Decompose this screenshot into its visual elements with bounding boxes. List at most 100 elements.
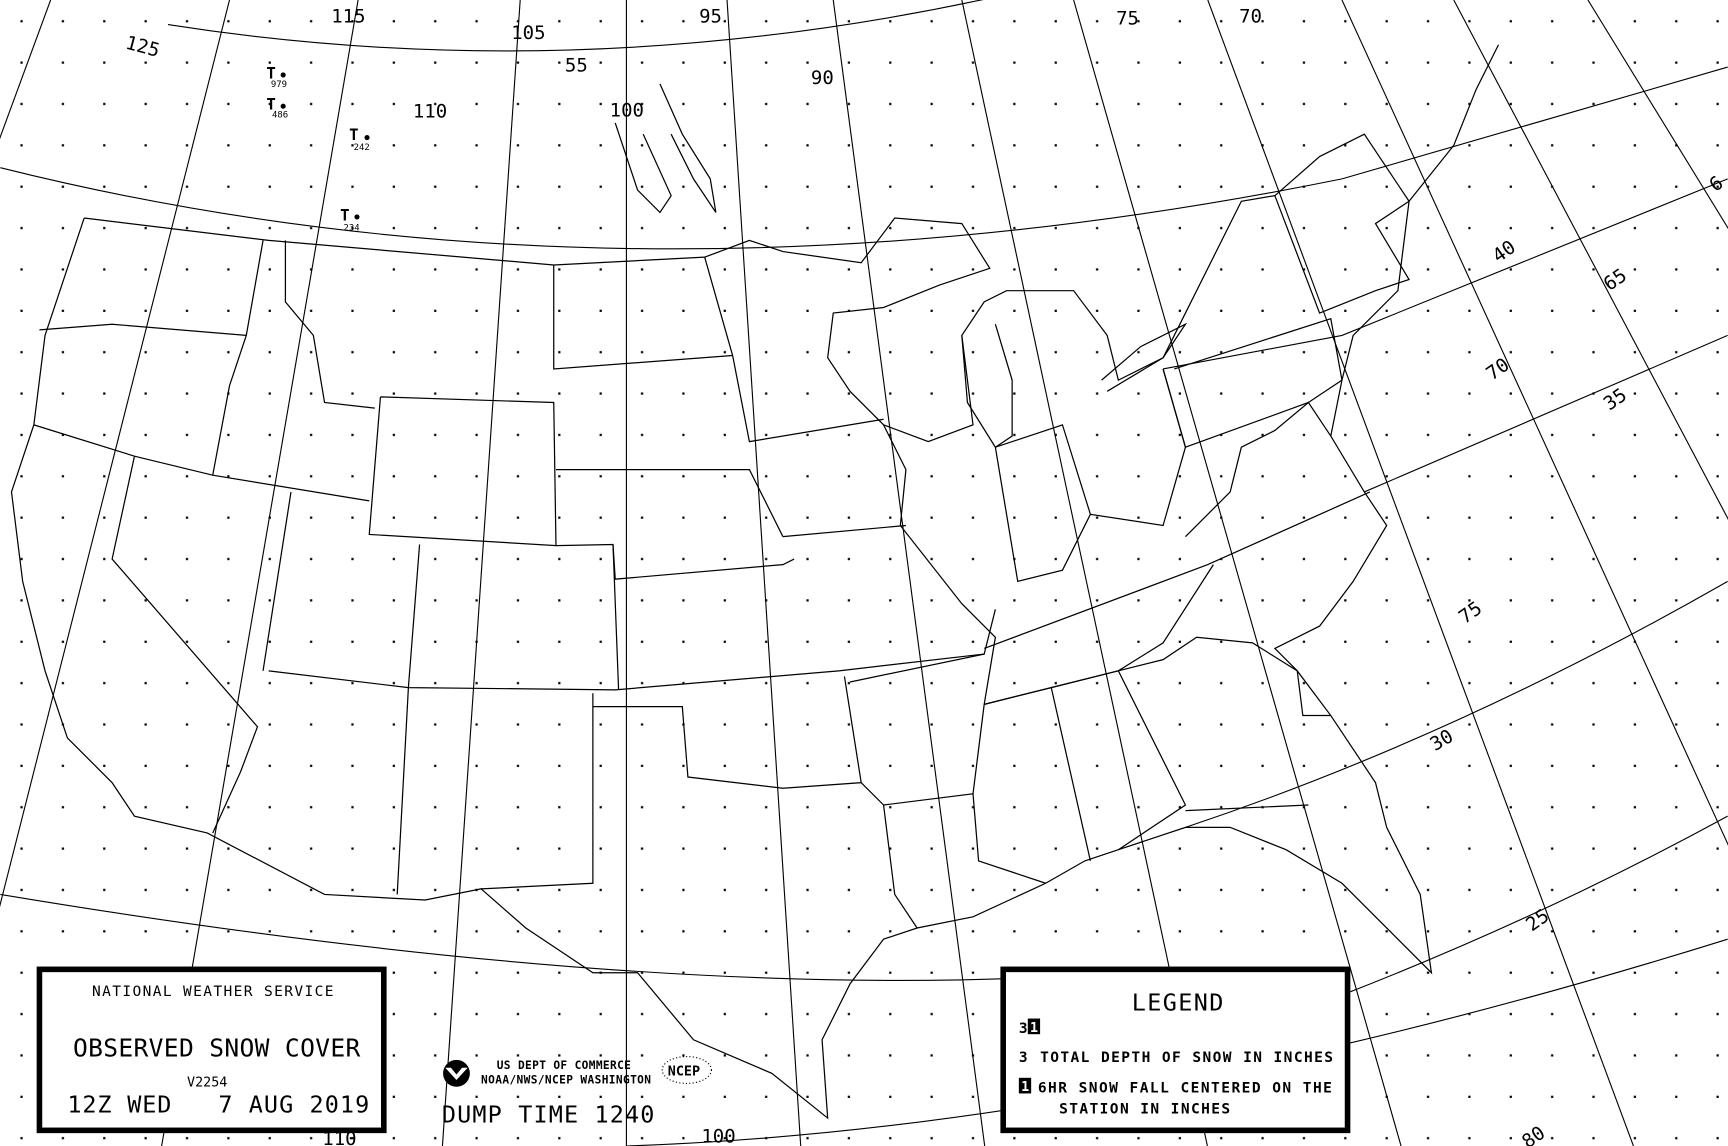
idaho-border — [212, 240, 264, 476]
il-in-border — [994, 447, 1091, 583]
meridian-line — [1341, 0, 1728, 846]
parallel-50 — [0, 66, 1728, 250]
version: V2254 — [187, 1076, 227, 1091]
meridian-line — [441, 0, 521, 1146]
meridian-line — [1073, 0, 1402, 1146]
label-lon-95: 95 — [699, 5, 722, 27]
nv-ca-border — [111, 456, 259, 834]
colorado-border — [407, 544, 421, 688]
sc-border — [1118, 636, 1331, 717]
legend-sample-fall-box — [1027, 1018, 1041, 1035]
label-lon-105: 105 — [511, 22, 545, 44]
pa-border — [1162, 317, 1343, 449]
legend-fall-key: 1 — [1021, 1080, 1029, 1095]
svg-text:NCEP: NCEP — [668, 1065, 700, 1080]
va-border — [1185, 401, 1332, 538]
sd-ne-border — [555, 468, 784, 537]
panhandle-border — [612, 544, 620, 690]
credits: US DEPT OF COMMERCE NOAA/NWS/NCEP WASHIN… — [442, 1055, 712, 1129]
meridian-line — [1453, 0, 1728, 521]
ne-ks-border — [555, 543, 795, 580]
meridian-line — [161, 0, 359, 1146]
label-bottom-100: 100 — [701, 1126, 735, 1146]
utah-border — [262, 491, 292, 671]
noaa-logo-icon — [443, 1059, 470, 1087]
canada-lakes — [614, 122, 672, 214]
az-nm-border — [396, 687, 410, 895]
42n-border — [33, 424, 370, 502]
lake-erie — [1101, 322, 1188, 392]
dakotas-border — [553, 264, 733, 370]
label-lon-115: 115 — [331, 5, 365, 27]
svg-text:242: 242 — [354, 143, 370, 153]
dump-time: DUMP TIME 1240 — [442, 1101, 654, 1129]
station-plot: T 979 — [266, 63, 287, 90]
ky-tn-border — [983, 491, 1371, 650]
mt-id-border — [284, 240, 375, 409]
agency-name: NATIONAL WEATHER SERVICE — [92, 984, 333, 1000]
svg-text:T: T — [266, 63, 275, 82]
svg-text:T: T — [266, 95, 275, 114]
lake-winnipeg — [659, 83, 717, 213]
valid-time: 12Z WED — [67, 1090, 171, 1118]
station-plot: T 234 — [340, 205, 360, 233]
svg-text:486: 486 — [272, 110, 288, 120]
us-outline — [10, 44, 1500, 1120]
meridian-line — [0, 0, 231, 908]
ia-mo-border — [782, 524, 906, 538]
parallel-35 — [1364, 334, 1728, 493]
legend-title: LEGEND — [1132, 989, 1224, 1017]
meridian-line — [1207, 0, 1634, 1146]
meridian-line — [1587, 0, 1728, 230]
valid-date: 7 AUG 2019 — [218, 1090, 369, 1118]
label-lon-70: 70 — [1239, 5, 1262, 27]
svg-text:979: 979 — [271, 80, 287, 90]
ga-fl-border — [1185, 804, 1309, 812]
parallel-25 — [0, 815, 1728, 996]
svg-text:T: T — [349, 125, 358, 144]
legend-fall-desc-2: STATION IN INCHES — [1059, 1102, 1230, 1118]
wa-or-border — [39, 323, 247, 337]
svg-text:234: 234 — [344, 223, 360, 233]
meridian-line — [726, 0, 802, 1146]
mo-ar-border — [849, 609, 996, 683]
legend-depth-desc: TOTAL DEPTH OF SNOW IN INCHES — [1040, 1050, 1333, 1066]
parallel-55 — [167, 0, 984, 52]
ar-la-border — [883, 793, 1046, 884]
tn-south-border — [984, 564, 1214, 705]
legend-sample-depth: 3 — [1019, 1021, 1028, 1037]
label-lon-110: 110 — [413, 100, 447, 122]
legend-fall-desc-1: 6HR SNOW FALL CENTERED ON THE — [1038, 1080, 1332, 1096]
wyoming-border — [368, 396, 557, 547]
label-lat-55: 55 — [565, 55, 588, 77]
credit-line-1: US DEPT OF COMMERCE — [497, 1059, 631, 1072]
legend-sample-fall: 1 — [1030, 1021, 1038, 1036]
tx-east-border — [860, 782, 918, 929]
parallel-30 — [1185, 580, 1728, 828]
state-boundaries — [10, 44, 1500, 1120]
meridian-line — [961, 0, 1208, 1146]
37n-border — [268, 653, 985, 691]
station-plot: T 486 — [266, 95, 288, 121]
legend-fall-key-box — [1018, 1077, 1032, 1094]
ok-tx-border — [592, 676, 862, 789]
label-lon-75: 75 — [1116, 8, 1139, 30]
station-plots: T 979 T 486 T 242 T 234 — [266, 63, 369, 233]
legend-depth-key: 3 — [1019, 1050, 1028, 1066]
new-england-border — [1274, 195, 1410, 314]
svg-text:T: T — [340, 205, 349, 224]
credit-line-2: NOAA/NWS/NCEP WASHINGTON — [481, 1073, 651, 1086]
meridian-line — [832, 0, 986, 1146]
nm-tx-border — [481, 693, 594, 890]
station-plot: T 242 — [349, 125, 370, 153]
label-lon-100: 100 — [610, 99, 644, 121]
label-lon-90: 90 — [811, 67, 834, 89]
lake-michigan — [961, 324, 1013, 449]
parallel-40 — [1162, 178, 1728, 370]
mn-ia-border — [704, 256, 884, 443]
title-box: NATIONAL WEATHER SERVICE OBSERVED SNOW C… — [36, 966, 387, 1134]
ncep-logo-icon: NCEP — [661, 1055, 712, 1084]
map-title: OBSERVED SNOW COVER — [73, 1034, 361, 1063]
